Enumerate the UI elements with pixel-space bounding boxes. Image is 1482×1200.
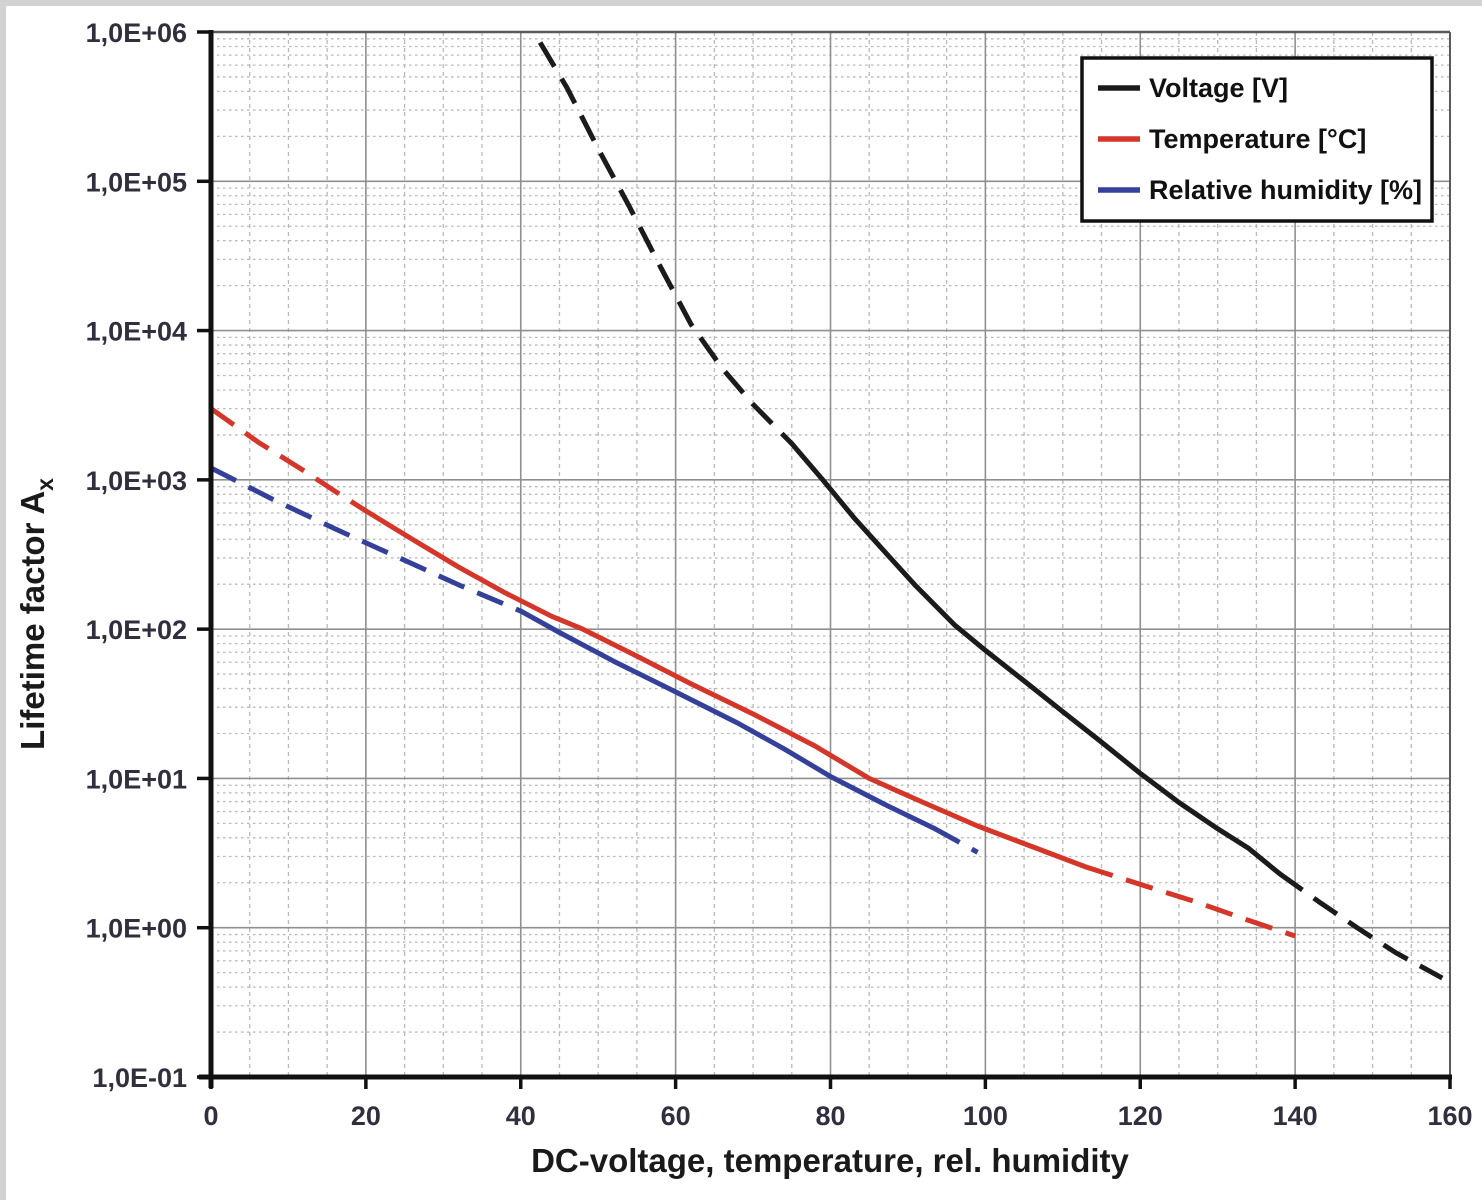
axes (199, 30, 1452, 1088)
y-tick-label: 1,0E+04 (86, 317, 187, 347)
y-tick-label: 1,0E+00 (86, 914, 187, 944)
axis-tick-labels: 0 20 40 60 80 100 120 140 160 1,0E+06 1,0E+05 1,0E+… (86, 18, 1473, 1131)
y-tick-label: 1,0E+02 (86, 615, 187, 645)
series-2-dashed-segment (209, 465, 522, 614)
series-1-dashed-segment (1085, 864, 1296, 939)
x-tick-label: 160 (1427, 1101, 1472, 1131)
legend-item-label: Temperature [°C] (1149, 124, 1366, 154)
series-1-dashed-segment (209, 406, 368, 514)
x-tick-label: 100 (963, 1101, 1008, 1131)
legend-frame (1080, 56, 1434, 223)
y-axis-title: Lifetime factor Ax (14, 478, 58, 750)
series-2-dashed-segment (933, 826, 979, 855)
series-0-dashed-segment (1278, 871, 1444, 981)
x-axis-title: DC-voltage, temperature, rel. humidity (531, 1142, 1129, 1179)
x-tick-label: 20 (351, 1101, 381, 1131)
y-axis-title-text: Lifetime factor Ax (14, 478, 58, 750)
plot-border (211, 30, 1451, 1077)
legend-box: Voltage [V] Temperature [°C] Relative humi… (1080, 56, 1434, 223)
x-tick-label: 40 (506, 1101, 536, 1131)
y-tick-label: 1,0E+01 (86, 764, 187, 794)
data-curves (209, 41, 1444, 981)
legend-item-label: Voltage [V] (1149, 73, 1288, 103)
x-tick-label: 0 (203, 1101, 218, 1131)
x-tick-label: 140 (1273, 1101, 1318, 1131)
y-tick-label: 1,0E+06 (86, 18, 187, 48)
x-tick-label: 60 (661, 1101, 691, 1131)
axis-ticks (197, 30, 1452, 1089)
y-tick-label: 1,0E-01 (92, 1063, 187, 1093)
series-0-dashed-segment (537, 41, 794, 446)
series-2-solid-segment (518, 608, 938, 832)
legend-item-label: Relative humidity [%] (1149, 175, 1422, 205)
y-tick-label: 1,0E+05 (86, 167, 187, 197)
series-1-solid-segment (363, 508, 1089, 870)
x-tick-label: 120 (1118, 1101, 1163, 1131)
lifetime-factor-chart: 0 20 40 60 80 100 120 140 160 1,0E+06 1,0E+05 1,0E+… (14, 18, 1473, 1179)
series-0-solid-segment (789, 441, 1283, 877)
y-tick-label: 1,0E+03 (86, 466, 187, 496)
x-tick-label: 80 (815, 1101, 845, 1131)
